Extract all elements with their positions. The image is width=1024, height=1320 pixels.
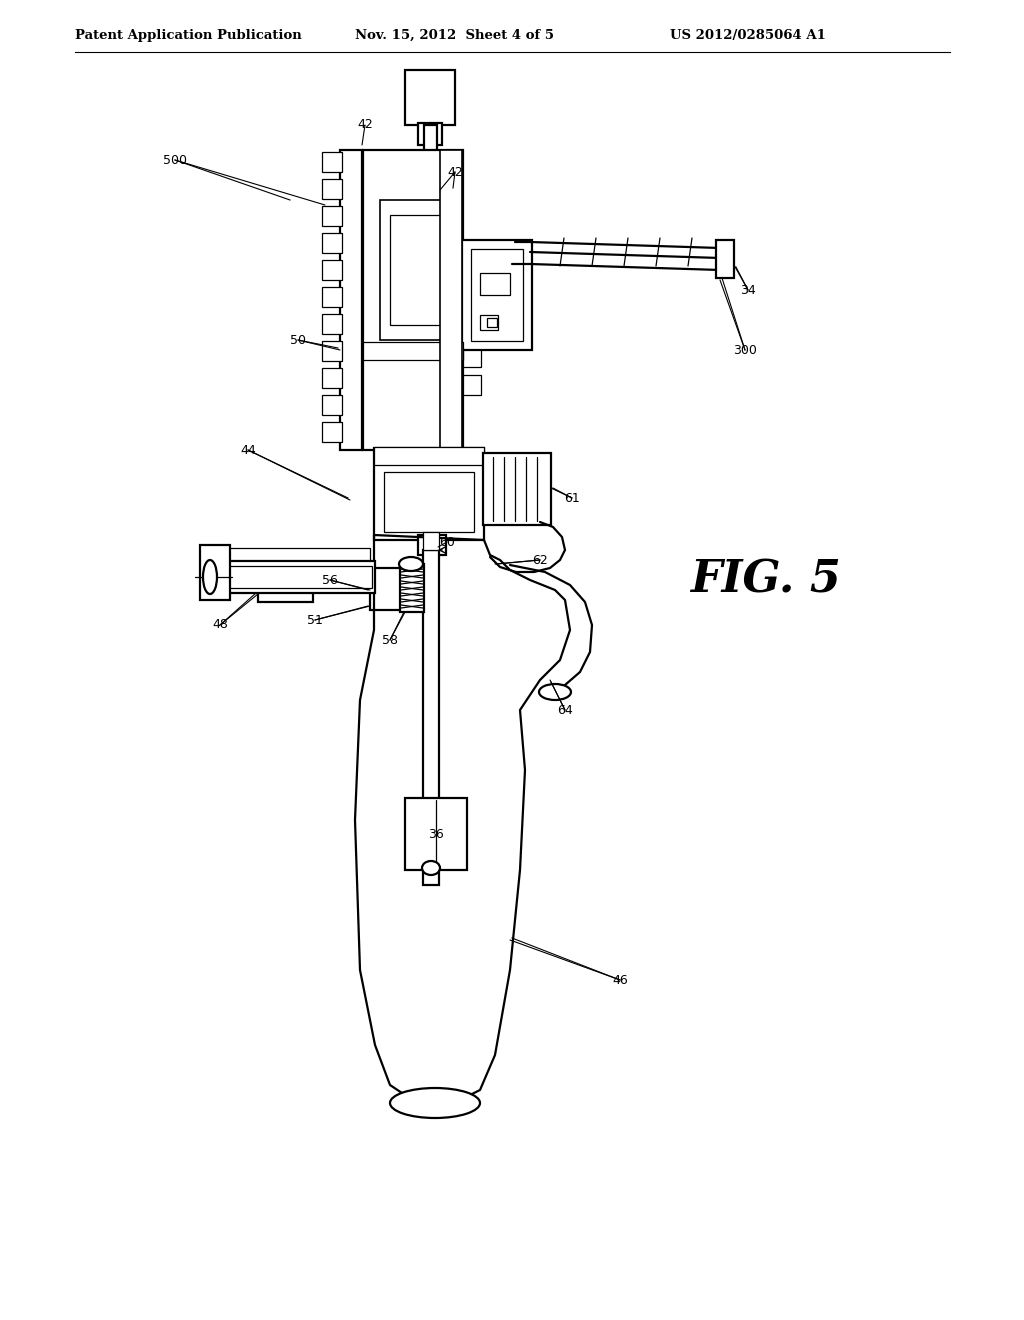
Bar — [322, 314, 342, 334]
Text: US 2012/0285064 A1: US 2012/0285064 A1 — [670, 29, 826, 41]
Bar — [462, 240, 532, 350]
Bar — [374, 447, 484, 540]
Bar — [322, 341, 342, 360]
Bar — [362, 342, 463, 360]
Bar — [322, 368, 342, 388]
Text: 46: 46 — [612, 974, 628, 986]
Ellipse shape — [399, 557, 423, 572]
Bar — [322, 234, 342, 253]
Text: 300: 300 — [733, 343, 757, 356]
Bar — [322, 152, 342, 172]
Bar — [213, 566, 372, 587]
Bar — [463, 319, 481, 339]
Ellipse shape — [422, 861, 440, 875]
Bar — [480, 315, 498, 330]
Bar — [322, 286, 342, 308]
Text: 44: 44 — [240, 444, 256, 457]
Bar — [384, 473, 474, 532]
Text: 42: 42 — [447, 165, 463, 178]
Bar — [424, 125, 437, 271]
Text: Nov. 15, 2012  Sheet 4 of 5: Nov. 15, 2012 Sheet 4 of 5 — [355, 29, 554, 41]
Ellipse shape — [539, 684, 571, 700]
Text: 50: 50 — [290, 334, 306, 346]
Bar — [480, 273, 510, 294]
Text: 500: 500 — [163, 153, 187, 166]
Ellipse shape — [203, 560, 217, 594]
Bar — [362, 150, 463, 450]
Text: Patent Application Publication: Patent Application Publication — [75, 29, 302, 41]
Bar — [440, 150, 462, 450]
Text: 36: 36 — [428, 828, 443, 841]
Bar — [463, 347, 481, 367]
Bar — [418, 123, 442, 145]
Text: 58: 58 — [382, 634, 398, 647]
Text: 51: 51 — [307, 614, 323, 627]
Bar — [418, 535, 446, 554]
Text: 56: 56 — [323, 573, 338, 586]
Bar — [215, 548, 370, 560]
Bar — [390, 215, 442, 325]
Bar — [380, 201, 452, 341]
Bar — [483, 453, 551, 525]
Bar — [322, 422, 342, 442]
Bar — [322, 206, 342, 226]
Bar — [340, 150, 362, 450]
Bar — [406, 799, 467, 870]
Bar — [471, 249, 523, 341]
Bar — [400, 564, 424, 612]
Bar — [423, 550, 439, 884]
Text: FIG. 5: FIG. 5 — [690, 558, 841, 602]
Text: 62: 62 — [532, 553, 548, 566]
Text: 61: 61 — [564, 491, 580, 504]
Bar — [322, 395, 342, 414]
Text: 60: 60 — [439, 536, 455, 549]
Bar — [406, 70, 455, 125]
Text: 34: 34 — [740, 284, 756, 297]
Bar — [463, 375, 481, 395]
Bar — [487, 318, 497, 327]
Text: 42: 42 — [357, 119, 373, 132]
Text: 48: 48 — [212, 619, 228, 631]
Bar — [322, 260, 342, 280]
Bar — [370, 568, 402, 610]
Text: 64: 64 — [557, 704, 572, 717]
Ellipse shape — [390, 1088, 480, 1118]
Bar — [200, 545, 230, 601]
Bar — [463, 290, 481, 312]
Bar — [210, 561, 375, 593]
Bar — [716, 240, 734, 279]
Bar — [423, 532, 439, 550]
Bar — [374, 447, 484, 465]
Bar — [258, 579, 313, 602]
Bar — [322, 180, 342, 199]
